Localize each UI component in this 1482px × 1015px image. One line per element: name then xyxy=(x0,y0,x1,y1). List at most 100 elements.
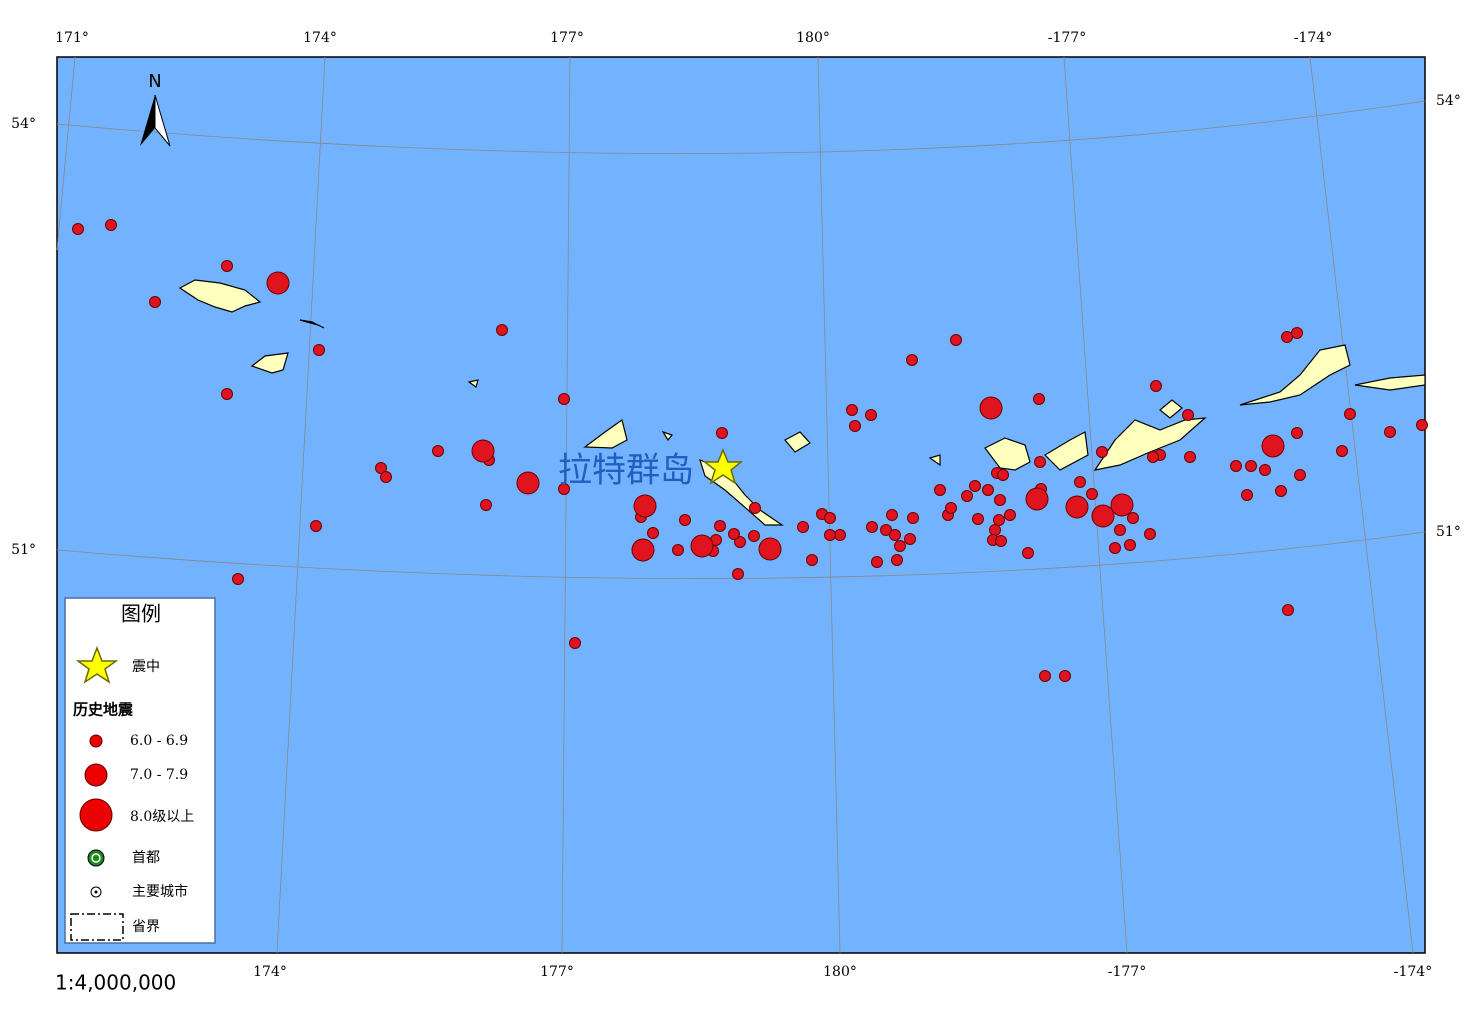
quake-dot xyxy=(558,393,570,405)
top-degree-label: -177° xyxy=(1048,30,1086,46)
quake-dot xyxy=(1281,331,1293,343)
quake-dot xyxy=(950,334,962,346)
quake-dot xyxy=(1259,464,1271,476)
quake-dot xyxy=(806,554,818,566)
quake-dot xyxy=(904,533,916,545)
quake-dot xyxy=(1124,539,1136,551)
legend-boundary: 省界 xyxy=(132,919,160,935)
quake-dot xyxy=(1059,670,1071,682)
quake-dot xyxy=(1275,485,1287,497)
quake-dot xyxy=(889,529,901,541)
legend-city: 主要城市 xyxy=(132,883,188,900)
quake-dot xyxy=(1344,408,1356,420)
quake-dot-large xyxy=(266,271,290,295)
quake-dot xyxy=(989,524,1001,536)
quake-dot xyxy=(313,344,325,356)
legend-history: 历史地震 xyxy=(73,701,134,719)
quake-dot xyxy=(749,502,761,514)
right-degree-label: 54° xyxy=(1436,93,1461,109)
quake-dot-large xyxy=(1025,487,1049,511)
quake-dot xyxy=(672,544,684,556)
top-degree-label: -174° xyxy=(1294,30,1332,46)
quake-dot xyxy=(679,514,691,526)
quake-dot xyxy=(221,260,233,272)
quake-dot xyxy=(1147,451,1159,463)
bottom-degree-label: 177° xyxy=(540,964,574,980)
quake-dot xyxy=(310,520,322,532)
quake-dot xyxy=(432,445,444,457)
left-degree-label: 51° xyxy=(11,542,36,558)
right-degree-label: 51° xyxy=(1436,524,1461,540)
quake-dot xyxy=(734,536,746,548)
quake-dot xyxy=(1039,670,1051,682)
quake-dot xyxy=(886,509,898,521)
quake-dot-large xyxy=(1110,493,1134,517)
quake-dot xyxy=(891,554,903,566)
quake-dot xyxy=(1241,489,1253,501)
legend-epicenter: 震中 xyxy=(132,659,160,675)
quake-dot xyxy=(982,484,994,496)
quake-dot xyxy=(149,296,161,308)
quake-dot xyxy=(1109,542,1121,554)
top-degree-label: 174° xyxy=(303,30,337,46)
quake-dot xyxy=(972,513,984,525)
legend-class: 7.0 - 7.9 xyxy=(130,767,188,783)
quake-dot xyxy=(1336,445,1348,457)
quake-dot-large xyxy=(979,396,1003,420)
top-degree-label: 177° xyxy=(550,30,584,46)
map-frame xyxy=(56,56,1426,954)
quake-dot xyxy=(1245,460,1257,472)
quake-dot-large xyxy=(690,534,714,558)
legend-class: 8.0级以上 xyxy=(130,809,194,825)
quake-dot xyxy=(1282,604,1294,616)
quake-dot xyxy=(105,219,117,231)
quake-dot xyxy=(1127,512,1139,524)
quake-dot xyxy=(1150,380,1162,392)
quake-dot xyxy=(907,512,919,524)
quake-dot xyxy=(1182,409,1194,421)
quake-dot xyxy=(728,528,740,540)
quake-dot xyxy=(1184,451,1196,463)
quake-dot xyxy=(558,483,570,495)
islands xyxy=(178,279,1426,526)
quake-dot-large xyxy=(1091,504,1115,528)
quake-dot xyxy=(849,420,861,432)
quake-dot xyxy=(748,530,760,542)
quake-dot xyxy=(1291,327,1303,339)
legend: 图例 震中 历史地震 6.0 - 6.9 7.0 - 7.9 8.0级以上 首都… xyxy=(64,597,216,944)
earthquakes xyxy=(72,219,1428,682)
quake-dot-large xyxy=(633,494,657,518)
quake-dot xyxy=(1384,426,1396,438)
quake-dot xyxy=(993,514,1005,526)
quake-dot xyxy=(716,427,728,439)
quake-dot xyxy=(1074,476,1086,488)
quake-dot xyxy=(72,223,84,235)
quake-dot xyxy=(969,480,981,492)
quake-dot-large xyxy=(516,471,540,495)
quake-dot xyxy=(221,388,233,400)
bottom-degree-label: -174° xyxy=(1394,964,1432,980)
bottom-degree-label: 180° xyxy=(823,964,857,980)
quake-dot xyxy=(995,535,1007,547)
top-degree-label: 171° xyxy=(55,30,89,46)
quake-dot-large xyxy=(758,537,782,561)
quake-dot xyxy=(866,521,878,533)
quake-dot xyxy=(375,462,387,474)
north-label: N xyxy=(148,71,161,92)
quake-dot xyxy=(1144,528,1156,540)
quake-dot xyxy=(865,409,877,421)
quake-dot xyxy=(1291,427,1303,439)
quake-dot xyxy=(945,502,957,514)
quake-dot xyxy=(834,529,846,541)
quake-dot-large xyxy=(1065,495,1089,519)
quake-dot xyxy=(647,527,659,539)
quake-dot xyxy=(380,471,392,483)
quake-dot xyxy=(480,499,492,511)
quake-dot xyxy=(846,404,858,416)
quake-dot xyxy=(1294,469,1306,481)
legend-title: 图例 xyxy=(121,602,161,626)
quake-dot xyxy=(1096,446,1108,458)
quake-dot xyxy=(906,354,918,366)
legend-capital: 首都 xyxy=(132,850,160,866)
